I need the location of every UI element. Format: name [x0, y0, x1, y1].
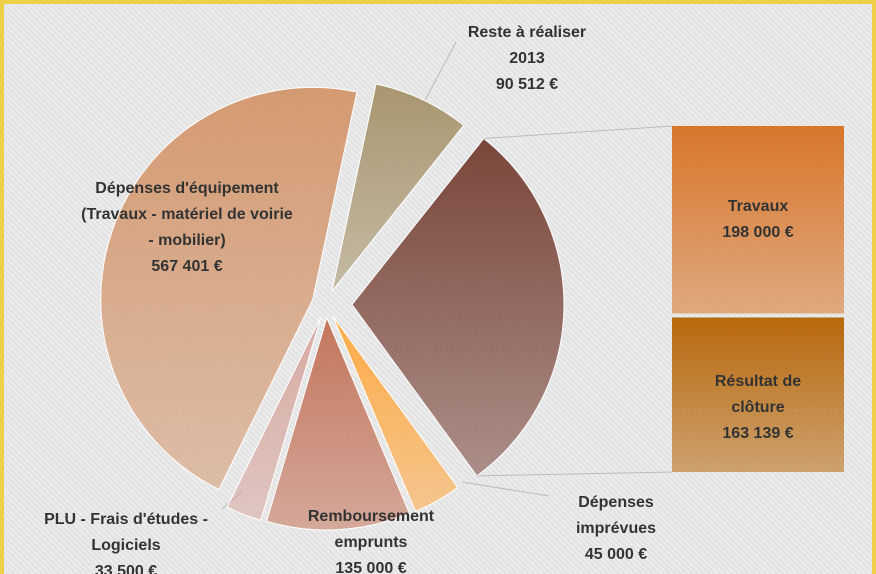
connector-line [483, 125, 673, 139]
leader-line [461, 481, 550, 497]
bar-label: Travaux 198 000 € [722, 194, 793, 246]
label-text: 198 000 € [722, 223, 794, 241]
slice-label: Reste à réaliser 2013 90 512 € [468, 20, 586, 98]
pie-slice [351, 137, 565, 477]
pie-slice [226, 316, 322, 521]
label-text: 45 000 € [584, 546, 648, 563]
label-text: 567 401 € [151, 258, 223, 275]
label-text: 135 000 € [335, 560, 407, 574]
label-text: Résultat de clôture [714, 372, 802, 416]
label-text: Reste à réaliser 2013 [467, 24, 587, 67]
label-text: Dépenses d'équipement (Travaux - matérie… [81, 180, 293, 249]
bar-label: Résultat de clôture 163 139 € [701, 369, 815, 447]
plot [100, 41, 844, 531]
slice-label: Dépenses d'équipement (Travaux - matérie… [81, 176, 293, 280]
label-text: Remboursement emprunts [307, 508, 435, 551]
pie-slice [331, 83, 465, 292]
slice-label: Remboursement emprunts 135 000 € [308, 504, 434, 574]
slice-label: PLU - Frais d'études - Logiciels 33 500 € [44, 507, 208, 574]
label-text: 163 139 € [722, 424, 794, 442]
pie-slice [332, 315, 459, 513]
pie-slice [100, 86, 358, 491]
label-text: 33 500 € [94, 563, 158, 574]
slice-label: Dépenses imprévues 45 000 € [576, 490, 656, 568]
label-text: Dépenses imprévues [575, 494, 657, 537]
bar-segment [672, 317, 844, 472]
label-text: 90 512 € [495, 76, 559, 93]
bar-segment [672, 126, 844, 314]
label-text: PLU - Frais d'études - Logiciels [44, 511, 208, 554]
leader-line [421, 41, 457, 107]
connector-line [476, 471, 673, 477]
pie-slice [265, 316, 411, 531]
label-text: Travaux [727, 197, 789, 215]
